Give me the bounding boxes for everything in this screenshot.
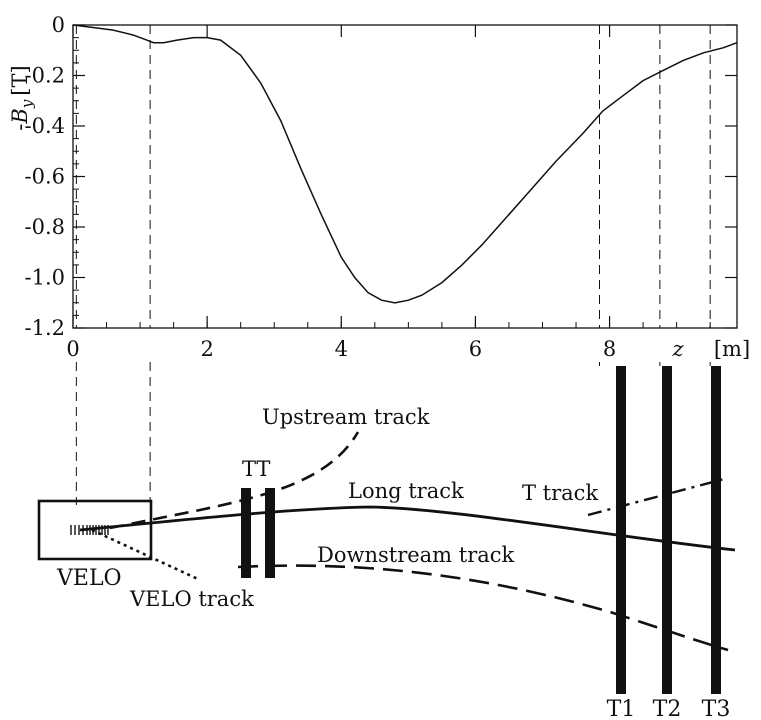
y-axis-label-symbol: B xyxy=(8,108,32,124)
long-track-line xyxy=(79,505,736,552)
field-curve-series xyxy=(72,24,738,304)
tt-label: TT xyxy=(242,457,270,481)
velo-track-line xyxy=(91,528,201,582)
long-track-label: Long track xyxy=(348,479,464,503)
y-axis-tick-labels: 0 -0.2 -0.4 -0.6 -0.8 -1.0 -1.2 xyxy=(25,13,66,340)
y-axis-ticks xyxy=(73,24,737,329)
x-tick-label: 0 xyxy=(66,337,79,361)
chart-frame xyxy=(72,24,738,329)
y-axis-label: -By [T] xyxy=(8,65,36,130)
y-axis-label-unit: [T] xyxy=(8,65,32,95)
x-tick-label: 2 xyxy=(200,337,213,361)
x-axis-ticks xyxy=(72,25,711,328)
upstream-track-line xyxy=(109,431,360,530)
x-axis-label-symbol: z xyxy=(671,337,684,361)
x-axis-label-unit: [m] xyxy=(714,337,750,361)
y-tick-label: -1.0 xyxy=(25,266,66,290)
y-tick-label: -0.6 xyxy=(25,165,66,189)
t1-station xyxy=(616,366,626,694)
t-track-label: T track xyxy=(522,481,598,505)
t-track-line xyxy=(587,476,729,517)
t3-station xyxy=(711,366,721,694)
x-tick-label: 6 xyxy=(469,337,482,361)
y-tick-label: -0.2 xyxy=(25,64,66,88)
reference-lines xyxy=(75,25,711,505)
y-tick-label: -0.4 xyxy=(25,114,66,138)
t2-label: T2 xyxy=(653,697,682,720)
x-axis-tick-labels: 0 2 4 6 8 xyxy=(66,337,616,361)
downstream-track-label: Downstream track xyxy=(317,543,515,567)
downstream-track-line xyxy=(237,564,729,652)
y-tick-label: -0.8 xyxy=(25,215,66,239)
y-tick-label: -1.2 xyxy=(25,316,66,340)
magnetic-field-chart: 0 -0.2 -0.4 -0.6 -0.8 -1.0 -1.2 0 2 4 6 8 -By [T] z… xyxy=(8,13,750,361)
tt-station-a xyxy=(241,488,251,578)
track-diagram: Upstream track TT Long track T track Dow… xyxy=(37,366,736,720)
y-axis-label-minus: - xyxy=(8,124,32,131)
y-axis-label-subscript: y xyxy=(18,99,36,109)
t1-label: T1 xyxy=(607,697,636,720)
t3-label: T3 xyxy=(702,697,731,720)
x-tick-label: 8 xyxy=(603,337,616,361)
y-tick-label: 0 xyxy=(52,13,65,37)
tt-station-b xyxy=(265,488,275,578)
x-tick-label: 4 xyxy=(335,337,348,361)
upstream-track-label: Upstream track xyxy=(262,405,430,429)
velo-box xyxy=(37,499,153,561)
t2-station xyxy=(662,366,672,694)
velo-label: VELO xyxy=(56,566,122,591)
velo-track-label: VELO track xyxy=(129,587,254,611)
